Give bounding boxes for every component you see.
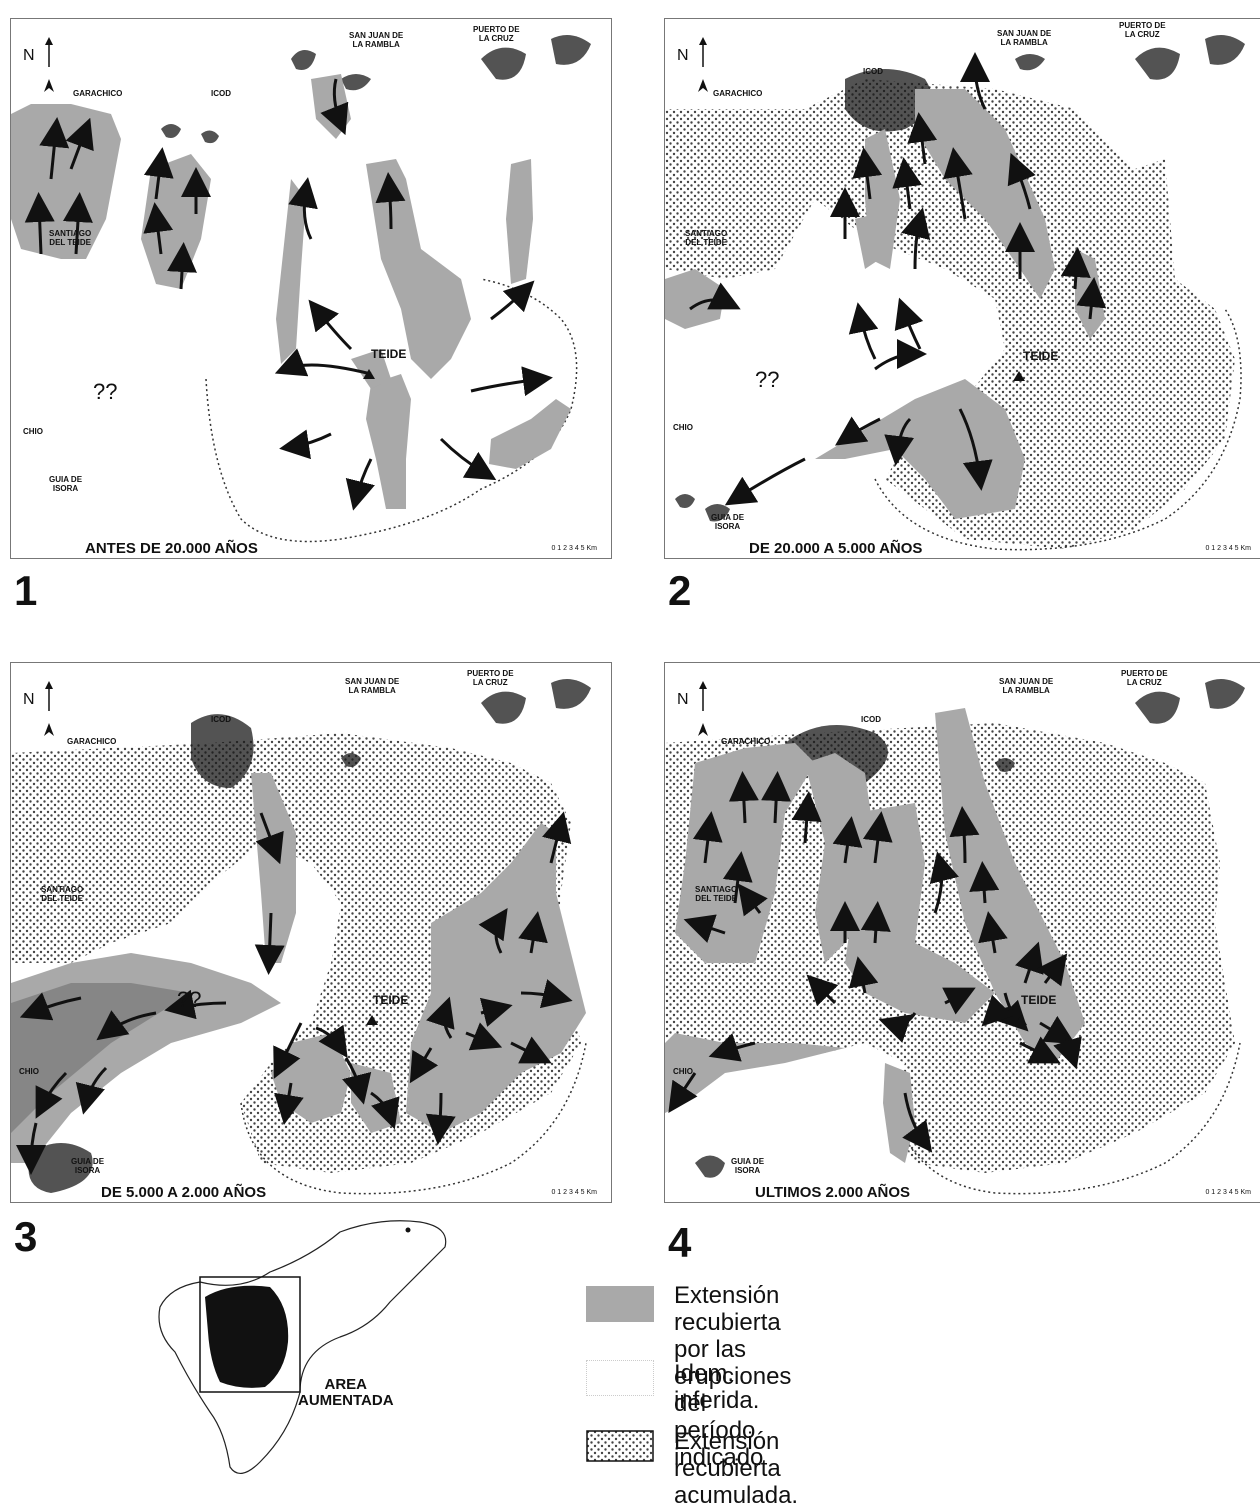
- scale-bar: 0 1 2 3 4 5 Km: [551, 1189, 597, 1196]
- town-icod: ICOD: [861, 715, 881, 724]
- inset-label: AREA AUMENTADA: [298, 1376, 394, 1409]
- map-panel-3: N GARACHICO ICOD SAN JUAN DE LA RAMBLA P…: [10, 662, 612, 1203]
- panel-number-2: 2: [668, 567, 692, 614]
- teide-label: TEIDE: [373, 993, 409, 1007]
- north-arrow-icon: [44, 37, 54, 92]
- town-puerto: PUERTO DE LA CRUZ: [473, 25, 520, 43]
- legend-swatch-gray: [586, 1286, 654, 1322]
- scale-bar: 0 1 2 3 4 5 Km: [1205, 1189, 1251, 1196]
- scale-bar: 0 1 2 3 4 5 Km: [551, 545, 597, 552]
- town-puerto: PUERTO DE LA CRUZ: [1119, 21, 1166, 39]
- map-canvas: [11, 19, 611, 543]
- period-label: DE 5.000 A 2.000 AÑOS: [99, 1184, 269, 1201]
- unknown-marker: ??: [177, 987, 202, 1012]
- north-arrow-icon: [44, 681, 54, 736]
- teide-label: TEIDE: [371, 347, 407, 361]
- legend-text: Extensión recubierta por las erupciones …: [674, 1282, 792, 1471]
- legend-text: Idem. inferida.: [674, 1360, 760, 1414]
- north-label: N: [677, 47, 689, 64]
- north-arrow-icon: [698, 681, 708, 736]
- north-label: N: [23, 691, 35, 708]
- town-santiago: SANTIAGO DEL TEIDE: [685, 229, 728, 247]
- town-guia: GUIA DE ISORA: [711, 513, 745, 531]
- map-canvas: [665, 35, 1245, 551]
- period-label: ULTIMOS 2.000 AÑOS: [753, 1184, 913, 1201]
- town-garachico: GARACHICO: [67, 737, 117, 746]
- town-san-juan: SAN JUAN DE LA RAMBLA: [997, 29, 1052, 47]
- town-garachico: GARACHICO: [73, 89, 123, 98]
- town-puerto: PUERTO DE LA CRUZ: [467, 669, 514, 687]
- town-chio: CHIO: [23, 427, 43, 436]
- town-guia: GUIA DE ISORA: [71, 1157, 105, 1175]
- town-chio: CHIO: [673, 423, 693, 432]
- north-label: N: [677, 691, 689, 708]
- panel-number-3: 3: [14, 1213, 38, 1260]
- town-guia: GUIA DE ISORA: [731, 1157, 765, 1175]
- town-icod: ICOD: [211, 715, 231, 724]
- town-icod: ICOD: [863, 67, 883, 76]
- town-santiago: SANTIAGO DEL TEIDE: [49, 229, 92, 247]
- town-san-juan: SAN JUAN DE LA RAMBLA: [999, 677, 1054, 695]
- town-guia: GUIA DE ISORA: [49, 475, 83, 493]
- town-icod: ICOD: [211, 89, 231, 98]
- scale-bar: 0 1 2 3 4 5 Km: [1205, 545, 1251, 552]
- town-puerto: PUERTO DE LA CRUZ: [1121, 669, 1168, 687]
- town-san-juan: SAN JUAN DE LA RAMBLA: [345, 677, 400, 695]
- period-label: DE 20.000 A 5.000 AÑOS: [747, 540, 925, 557]
- island-inset-map: [158, 1220, 447, 1474]
- town-santiago: SANTIAGO DEL TEIDE: [41, 885, 84, 903]
- map-canvas: [665, 679, 1245, 1195]
- town-santiago: SANTIAGO DEL TEIDE: [695, 885, 738, 903]
- town-san-juan: SAN JUAN DE LA RAMBLA: [349, 31, 404, 49]
- town-garachico: GARACHICO: [713, 89, 763, 98]
- panel-number-1: 1: [14, 567, 38, 614]
- map-canvas: [11, 679, 591, 1195]
- map-panel-4: N GARACHICO ICOD SAN JUAN DE LA RAMBLA P…: [664, 662, 1260, 1203]
- unknown-marker: ??: [93, 379, 118, 404]
- north-label: N: [23, 47, 35, 64]
- teide-label: TEIDE: [1023, 349, 1059, 363]
- legend-swatch-white: [586, 1360, 654, 1396]
- town-chio: CHIO: [673, 1067, 693, 1076]
- teide-label: TEIDE: [1021, 993, 1057, 1007]
- north-arrow-icon: [698, 37, 708, 92]
- panel-number-4: 4: [668, 1219, 692, 1266]
- legend-swatch-dotted: [586, 1430, 654, 1462]
- town-garachico: GARACHICO: [721, 737, 771, 746]
- town-chio: CHIO: [19, 1067, 39, 1076]
- legend-text: Extensión recubierta acumulada.: [674, 1428, 799, 1509]
- period-label: ANTES DE 20.000 AÑOS: [83, 540, 260, 557]
- map-panel-2: N GARACHICO ICOD SAN JUAN DE LA RAMBLA P…: [664, 18, 1260, 559]
- enlarged-area-box: [199, 1276, 301, 1393]
- map-panel-1: N GARACHICO ICOD SAN JUAN DE LA RAMBLA P…: [10, 18, 612, 559]
- unknown-marker: ??: [755, 367, 780, 392]
